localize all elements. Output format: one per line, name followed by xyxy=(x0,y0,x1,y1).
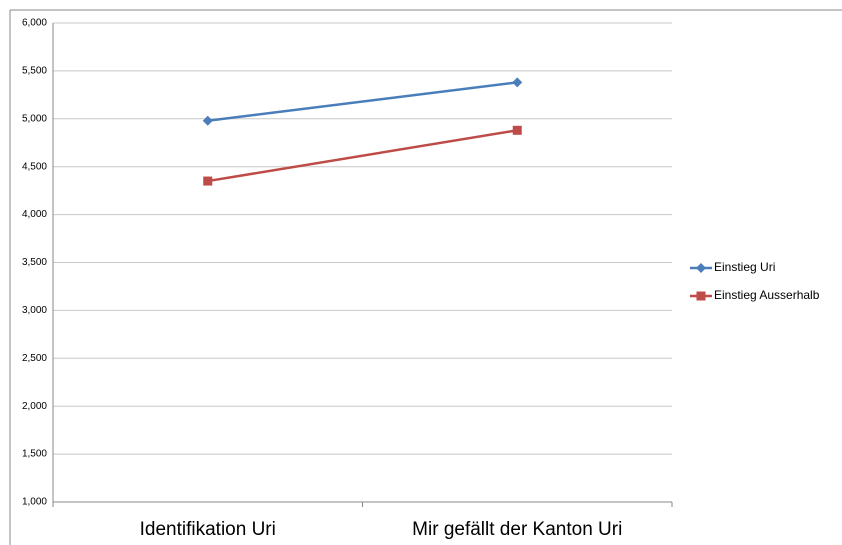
y-tick-label: 1,000 xyxy=(22,497,47,508)
y-tick-label: 4,500 xyxy=(22,161,47,172)
x-tick-label: Mir gefällt der Kanton Uri xyxy=(412,519,622,540)
series-line xyxy=(207,81,518,122)
y-tick-label: 3,500 xyxy=(22,257,47,268)
x-tick-label: Identifikation Uri xyxy=(140,519,276,540)
y-tick-label: 5,000 xyxy=(22,113,47,124)
y-tick-label: 1,500 xyxy=(22,449,47,460)
series-marker xyxy=(202,115,213,126)
y-tick-label: 4,000 xyxy=(22,209,47,220)
series-marker xyxy=(512,125,522,135)
series-marker xyxy=(203,176,213,186)
series-marker xyxy=(512,77,523,88)
y-tick-label: 3,000 xyxy=(22,305,47,316)
legend-label: Einstieg Uri xyxy=(714,260,775,274)
series-line xyxy=(207,129,518,183)
y-tick-label: 6,000 xyxy=(22,18,47,29)
y-tick-label: 2,000 xyxy=(22,401,47,412)
y-tick-label: 2,500 xyxy=(22,353,47,364)
legend-marker xyxy=(696,291,706,301)
y-tick-label: 5,500 xyxy=(22,66,47,77)
legend-label: Einstieg Ausserhalb xyxy=(714,288,820,302)
legend-marker xyxy=(696,263,706,273)
